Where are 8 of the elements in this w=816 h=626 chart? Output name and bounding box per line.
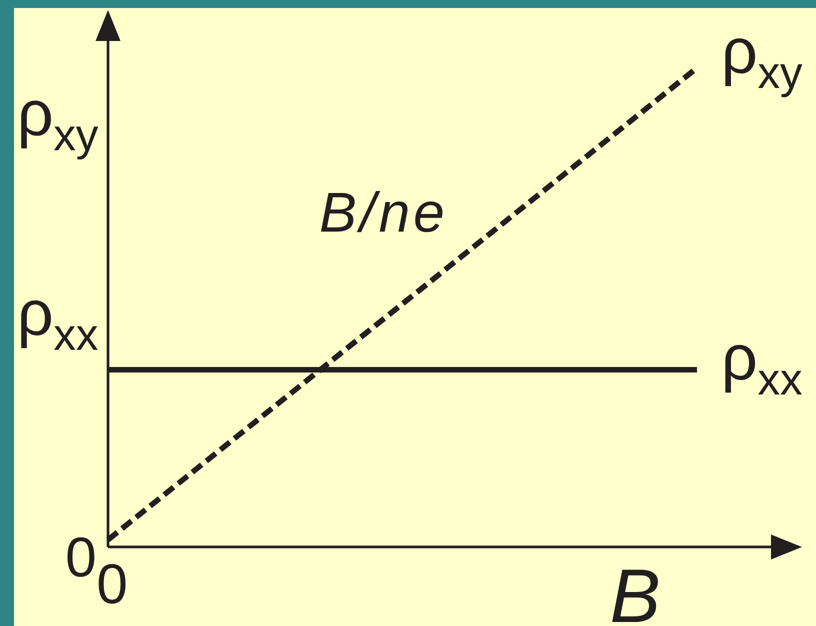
text: 0 xyxy=(98,564,126,604)
annotation: ρ$_{xy}$ xyxy=(21,100,98,160)
annotation: B/ne xyxy=(320,191,442,232)
annotation: ρ$_{xx}$ xyxy=(21,300,98,350)
annotation: 0 xyxy=(68,537,94,577)
series-label: ρ$_{xx}$ xyxy=(725,344,802,394)
series-label: ρ$_{xy}$ xyxy=(725,38,802,98)
x-axis-title: B xyxy=(612,570,658,622)
